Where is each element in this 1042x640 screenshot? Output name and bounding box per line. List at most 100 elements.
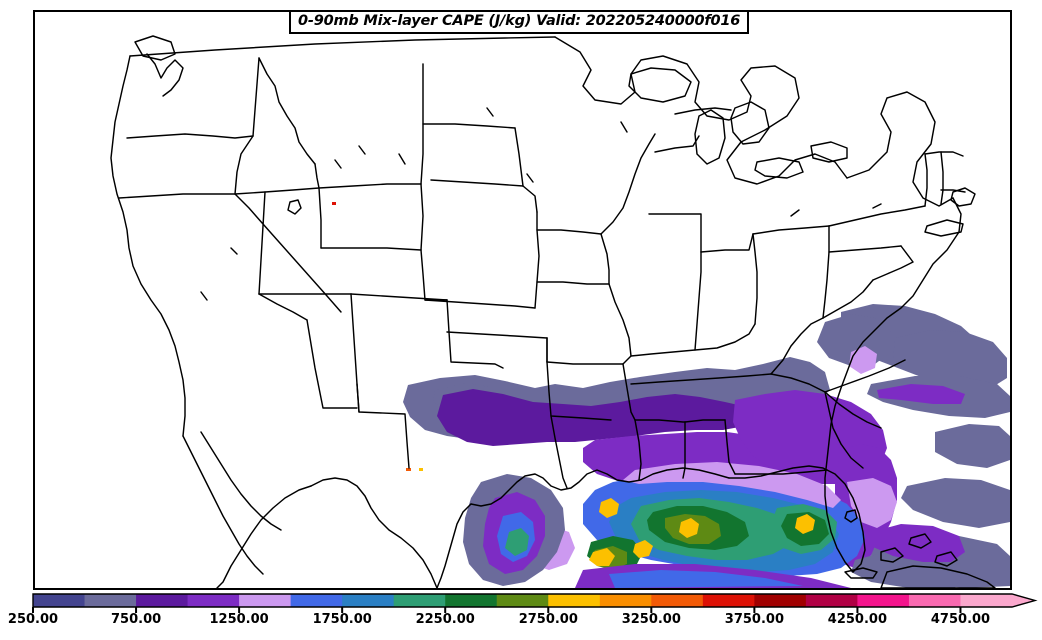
lake-okeechobee: [844, 509, 858, 523]
state-border-mn-wi: [600, 133, 656, 235]
state-border-ky-oh-wv: [770, 317, 824, 375]
river-detail-2: [358, 145, 366, 155]
coast-mexico-east: [310, 477, 438, 588]
state-border-ky-il-in: [630, 323, 756, 357]
state-border-ne-states-3: [940, 189, 966, 193]
state-border-sd-mn: [514, 127, 524, 187]
state-border-wa-or: [126, 133, 254, 139]
state-border-al-ga: [724, 419, 736, 475]
colorbar-swatch-light-orchid: [239, 594, 292, 607]
lake-superior: [628, 67, 692, 103]
state-border-tn-nc: [770, 373, 826, 393]
state-border-mn-ia: [536, 229, 602, 235]
state-border-sd-ne: [430, 179, 524, 187]
colorbar-label-2750-00: 2750.00: [518, 612, 578, 627]
colorbar-swatch-pink: [908, 594, 962, 607]
state-border-wa-id: [252, 57, 260, 137]
coast-gulf-california: [200, 431, 282, 531]
map-frame: [33, 10, 1012, 590]
state-border-ny-vt-nh: [924, 153, 928, 207]
cape-shading-layer: [332, 202, 1010, 588]
state-border-nc-sc: [824, 391, 882, 429]
state-border-or-id: [234, 135, 254, 195]
colorbar-swatch-sea-green: [393, 594, 446, 607]
colorbar-swatch-dark-green: [445, 594, 498, 607]
border-usa-canada-west: [129, 36, 556, 57]
state-border-id-nv-ut: [234, 187, 320, 195]
cape-region-gulf-gold-a: [599, 498, 619, 518]
state-border-id-wy: [314, 163, 320, 189]
state-border-mt-wy: [318, 183, 422, 189]
cape-region-gulf-gold-d: [795, 514, 815, 534]
state-border-az-mexico: [306, 319, 358, 409]
cape-region-campeche-green: [505, 528, 529, 556]
cape-region-gulf-gold-c: [679, 518, 699, 538]
colorbar-swatch-dark-violet: [136, 594, 189, 607]
state-border-pa-md: [828, 245, 902, 253]
state-border-il-in: [694, 251, 702, 351]
river-detail-5: [526, 173, 534, 183]
colorbar-swatch-crimson: [805, 594, 859, 607]
coast-gulf-florida-panhandle: [640, 467, 730, 481]
coast-pacific: [110, 55, 186, 437]
state-border-id-mt: [258, 57, 316, 165]
state-border-mi-up: [674, 107, 732, 115]
state-border-oh-pa: [752, 225, 830, 235]
island-bahamas-3: [934, 551, 958, 567]
river-detail-1: [334, 159, 342, 169]
state-border-pa-ny: [828, 205, 926, 227]
river-detail-8: [620, 121, 628, 133]
cape-region-atlantic-ne: [893, 330, 1007, 388]
state-border-va-nc: [824, 359, 906, 393]
island-bahamas-1: [880, 547, 904, 563]
island-vancouver: [134, 35, 176, 61]
colorbar-swatch-purple: [187, 594, 240, 607]
state-border-in-oh: [752, 233, 758, 325]
river-detail-9: [790, 209, 800, 217]
state-border-ne-sd: [522, 185, 538, 213]
colorbar-swatch-red: [702, 594, 755, 607]
state-border-ia-mo: [536, 281, 610, 285]
river-detail-3: [398, 153, 406, 165]
cape-region-atlantic-se: [901, 478, 1010, 528]
colorbar-swatch-orange-red: [651, 594, 704, 607]
state-border-ne-states-1: [924, 151, 964, 157]
cape-speckle-2: [419, 468, 423, 471]
state-border-la-tx: [550, 415, 568, 489]
colorbar-swatch-dark-red: [754, 594, 807, 607]
state-border-al-tn: [684, 419, 726, 423]
colorbar-swatch-dark-slate-blue: [33, 594, 86, 607]
cape-region-plains-purple: [437, 389, 757, 446]
colorbar-swatch-orange: [599, 594, 652, 607]
river-detail-4: [486, 107, 494, 117]
state-border-mo-il: [608, 283, 632, 365]
colorbar: 250.00 750.00 1250.00 1750.00 2250.00 2750.00…: [0, 590, 1042, 640]
state-border-or-ca: [118, 193, 236, 199]
colorbar-swatch-gold: [548, 594, 601, 607]
state-border-ne-states-2: [940, 151, 944, 205]
coast-texas: [436, 503, 472, 588]
cape-region-atlantic-violet-streak: [877, 384, 965, 404]
state-border-nm-tx: [356, 383, 410, 469]
colorbar-swatches: [32, 593, 1038, 613]
island-bahamas-2: [908, 533, 932, 549]
state-border-wy-co: [320, 247, 422, 251]
geography-layer: [110, 35, 996, 588]
colorbar-label-250-00: 250.00: [7, 612, 59, 627]
map-title-text: 0-90mb Mix-layer CAPE (J/kg) Valid: 2022…: [298, 13, 741, 29]
lake-great-salt: [287, 199, 302, 215]
state-border-ar-ms: [622, 363, 636, 421]
colorbar-swatch-royal-blue: [290, 594, 343, 607]
state-border-mi-in-oh: [700, 233, 754, 253]
colorbar-label-4250-00: 4250.00: [827, 612, 887, 627]
state-border-co-ks: [420, 249, 448, 301]
coast-atlantic: [824, 197, 962, 573]
cape-region-gulf-gold-e: [633, 540, 653, 558]
state-border-wv-va: [822, 279, 874, 319]
cape-speckle-3: [332, 202, 336, 205]
map-title-box: 0-90mb Mix-layer CAPE (J/kg) Valid: 2022…: [289, 10, 750, 35]
colorbar-outline: [32, 593, 1038, 608]
colorbar-label-1250-00: 1250.00: [209, 612, 269, 627]
state-border-oh-wv: [822, 225, 830, 319]
state-border-tn-ky: [630, 373, 772, 385]
